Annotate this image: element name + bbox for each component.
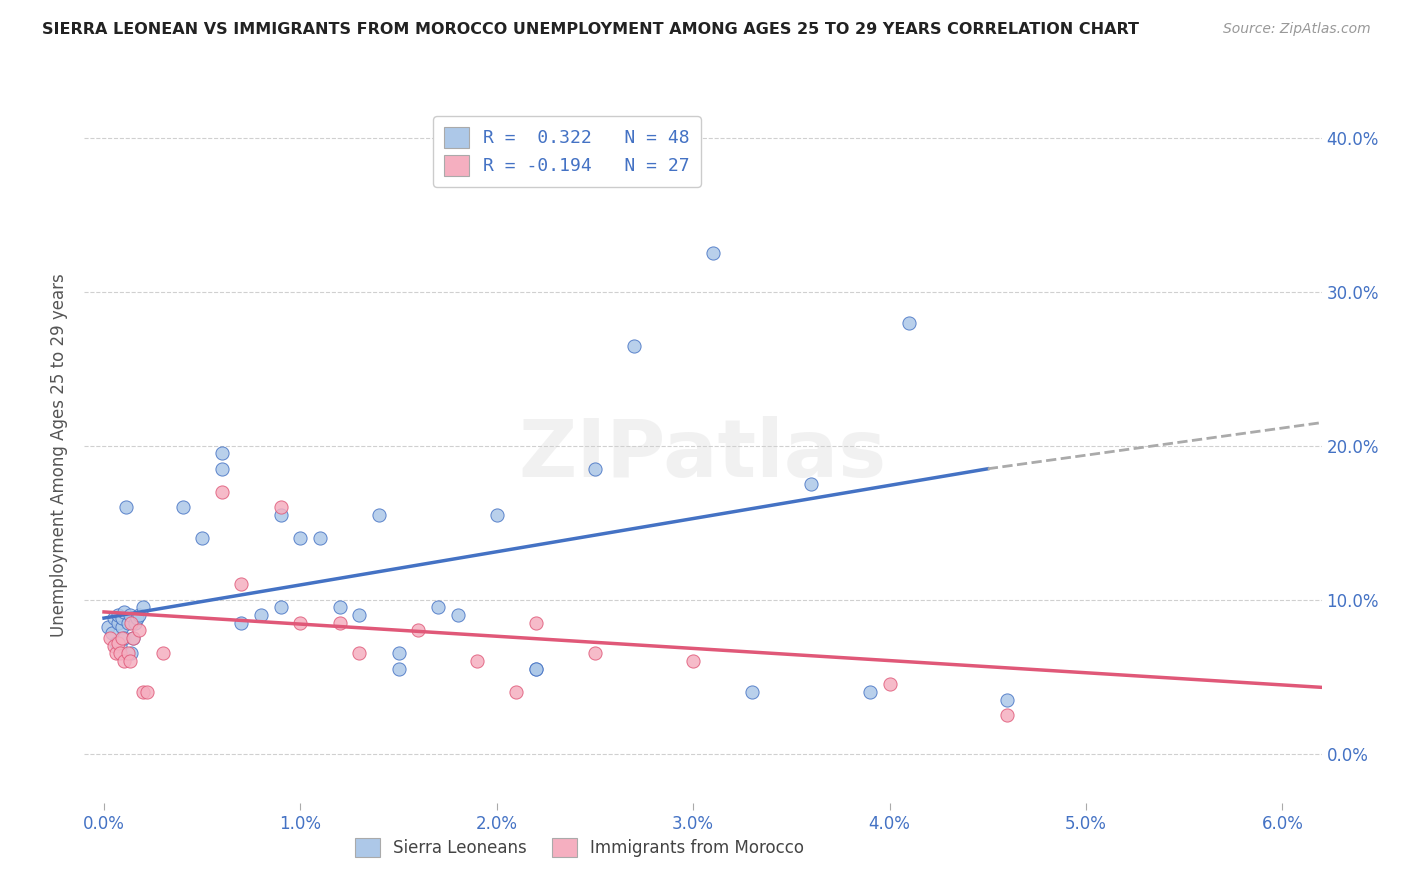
Point xyxy=(702,246,724,260)
Point xyxy=(112,605,135,619)
Point xyxy=(524,662,547,676)
Point xyxy=(211,446,233,460)
Point xyxy=(111,631,134,645)
Point xyxy=(211,462,233,476)
Point xyxy=(859,685,882,699)
Text: SIERRA LEONEAN VS IMMIGRANTS FROM MOROCCO UNEMPLOYMENT AMONG AGES 25 TO 29 YEARS: SIERRA LEONEAN VS IMMIGRANTS FROM MOROCC… xyxy=(42,22,1139,37)
Point xyxy=(101,626,124,640)
Point xyxy=(290,531,312,545)
Point xyxy=(132,685,155,699)
Point xyxy=(103,611,125,625)
Point xyxy=(583,462,606,476)
Point xyxy=(211,484,233,499)
Text: ZIPatlas: ZIPatlas xyxy=(519,416,887,494)
Point xyxy=(128,624,150,638)
Point xyxy=(329,615,352,630)
Point xyxy=(107,636,129,650)
Point xyxy=(191,531,214,545)
Point xyxy=(107,607,129,622)
Point xyxy=(118,607,141,622)
Point xyxy=(524,662,547,676)
Point xyxy=(741,685,763,699)
Point xyxy=(122,631,145,645)
Point xyxy=(368,508,391,522)
Point xyxy=(122,631,145,645)
Point xyxy=(111,611,134,625)
Legend: Sierra Leoneans, Immigrants from Morocco: Sierra Leoneans, Immigrants from Morocco xyxy=(347,831,811,864)
Point xyxy=(505,685,527,699)
Point xyxy=(112,631,135,645)
Point xyxy=(107,615,129,630)
Point xyxy=(104,636,127,650)
Point xyxy=(103,639,125,653)
Point xyxy=(349,607,371,622)
Point xyxy=(152,647,174,661)
Point xyxy=(98,631,121,645)
Point xyxy=(111,620,134,634)
Point xyxy=(290,615,312,630)
Point xyxy=(172,500,194,515)
Point xyxy=(124,615,146,630)
Point xyxy=(524,615,547,630)
Y-axis label: Unemployment Among Ages 25 to 29 years: Unemployment Among Ages 25 to 29 years xyxy=(51,273,69,637)
Point xyxy=(121,647,143,661)
Point xyxy=(128,607,150,622)
Point xyxy=(114,500,136,515)
Text: Source: ZipAtlas.com: Source: ZipAtlas.com xyxy=(1223,22,1371,37)
Point xyxy=(117,647,139,661)
Point xyxy=(997,708,1019,723)
Point xyxy=(270,600,292,615)
Point xyxy=(127,611,149,625)
Point xyxy=(121,615,143,630)
Point xyxy=(270,508,292,522)
Point xyxy=(800,477,823,491)
Point xyxy=(485,508,508,522)
Point xyxy=(997,692,1019,706)
Point xyxy=(387,662,409,676)
Point xyxy=(108,639,131,653)
Point xyxy=(231,615,253,630)
Point xyxy=(132,600,155,615)
Point xyxy=(117,615,139,630)
Point xyxy=(97,620,120,634)
Point xyxy=(898,316,921,330)
Point xyxy=(270,500,292,515)
Point xyxy=(104,647,127,661)
Point xyxy=(583,647,606,661)
Point xyxy=(108,647,131,661)
Point xyxy=(623,338,645,352)
Point xyxy=(309,531,332,545)
Point xyxy=(682,654,704,668)
Point xyxy=(250,607,273,622)
Point xyxy=(446,607,468,622)
Point xyxy=(465,654,488,668)
Point xyxy=(112,654,135,668)
Point xyxy=(426,600,449,615)
Point xyxy=(118,654,141,668)
Point xyxy=(406,624,429,638)
Point xyxy=(329,600,352,615)
Point xyxy=(879,677,901,691)
Point xyxy=(349,647,371,661)
Point xyxy=(231,577,253,591)
Point xyxy=(136,685,159,699)
Point xyxy=(387,647,409,661)
